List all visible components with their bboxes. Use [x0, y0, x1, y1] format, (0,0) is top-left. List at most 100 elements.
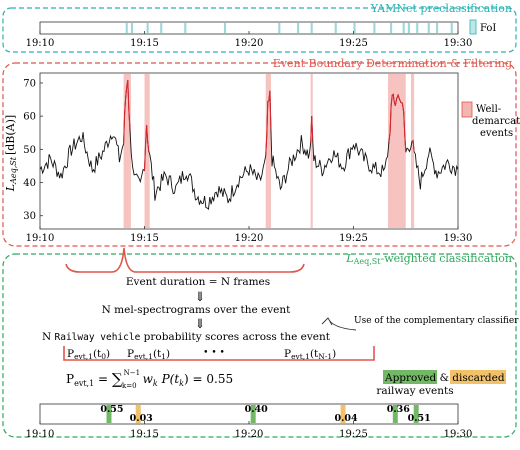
- side-note-arrow: [321, 317, 357, 331]
- classification-marks: 0.55 0.03 0.40 0.04 0.360.51: [100, 404, 430, 424]
- classification-legend-line2: railway events: [376, 385, 453, 397]
- score-pN: Pevt,1(tN-1): [284, 348, 336, 361]
- event-band-1: [144, 74, 150, 228]
- foi-mark-3: [160, 23, 163, 33]
- mid-tick-label-3: 19:25: [339, 233, 368, 244]
- level-event-segment-1: [143, 125, 150, 171]
- score-dots: • • •: [203, 348, 225, 358]
- score-bar-3: [340, 405, 346, 423]
- score-label-0: 0.55: [100, 404, 123, 415]
- foi-mark-7: [297, 23, 300, 33]
- top-tick-label-1: 19:15: [130, 38, 159, 49]
- bot-tick-label-1: 19:15: [130, 429, 159, 440]
- level-event-segment-3: [310, 115, 314, 143]
- side-note-classifier: Use of the complementary classifier: [354, 316, 519, 326]
- score-bar-0: [106, 405, 112, 423]
- event-bands: [123, 74, 415, 228]
- level-event-segment-0: [123, 80, 131, 144]
- foi-mark-13: [402, 23, 405, 33]
- arrow-1: ⇓: [195, 290, 206, 305]
- event-band-5: [410, 74, 415, 228]
- bottom-panel-title: LAeq,St-weighted classification: [345, 252, 512, 266]
- middle-panel-title: Event Boundary Determination & Filtering: [273, 57, 512, 70]
- foi-mark-14: [407, 23, 410, 33]
- level-series-event-segments: [123, 80, 415, 171]
- bot-tick-label-0: 19:10: [26, 429, 55, 440]
- mid-tick-label-4: 19:30: [444, 233, 473, 244]
- score-label-1: 0.03: [130, 413, 153, 424]
- foi-mark-12: [390, 23, 393, 33]
- foi-mark-4: [184, 23, 187, 33]
- classification-legend-line1: Approved & discarded: [384, 372, 505, 384]
- step-probability-scores: N Railway vehicle probability scores acr…: [42, 331, 331, 343]
- middle-panel-frame: [2, 62, 517, 247]
- weighted-formula: Pevt,1 = ∑N−1 k=0 wk P(tk) = 0.55: [66, 369, 233, 390]
- y-tick-label-2: 50: [23, 145, 36, 156]
- score-bar-1: [135, 405, 141, 423]
- foi-mark-1: [130, 23, 134, 33]
- top-tick-label-4: 19:30: [444, 38, 473, 49]
- foi-legend-label: FoI: [480, 23, 496, 34]
- events-legend-line1: Well-: [476, 104, 501, 115]
- foi-marks: [125, 23, 453, 33]
- bot-tick-label-2: 19:20: [235, 429, 264, 440]
- arrow-2: ⇓: [195, 317, 206, 332]
- top-panel-title: YAMNet preclassification: [370, 2, 512, 15]
- top-tick-label-0: 19:10: [26, 38, 55, 49]
- top-time-ticks: 19:10 19:15 19:20 19:25 19:30: [26, 31, 473, 49]
- top-tick-label-2: 19:20: [235, 38, 264, 49]
- bottom-time-ticks: 19:10 19:15 19:20 19:25 19:30: [26, 421, 473, 440]
- event-band-4: [387, 74, 406, 228]
- top-panel-frame: [2, 7, 517, 53]
- score-label-5: 0.51: [408, 413, 431, 424]
- foi-mark-9: [334, 23, 337, 33]
- foi-mark-5: [223, 23, 227, 33]
- mid-tick-label-1: 19:15: [130, 233, 159, 244]
- events-legend-line3: events: [480, 128, 513, 139]
- score-bar-4: [392, 405, 398, 423]
- event-band-3: [310, 74, 313, 228]
- approved-legend-highlight: [383, 370, 437, 384]
- events-legend-line2: demarcated: [472, 116, 520, 127]
- y-tick-label-0: 70: [23, 78, 36, 89]
- step-event-duration: Event duration = N frames: [126, 276, 270, 288]
- level-event-segment-2: [265, 90, 272, 156]
- level-event-segment-4: [388, 93, 407, 153]
- foi-mark-10: [353, 23, 356, 33]
- foi-mark-6: [278, 23, 281, 33]
- score-label-4: 0.36: [387, 404, 411, 415]
- score-p0: Pevt,1(t0): [67, 348, 110, 361]
- foi-mark-16: [427, 23, 430, 33]
- level-event-segment-5: [411, 139, 415, 152]
- bot-tick-label-4: 19:30: [444, 429, 473, 440]
- event-band-2: [265, 74, 271, 228]
- mid-tick-label-2: 19:20: [235, 233, 264, 244]
- foi-legend-swatch: [469, 19, 477, 35]
- foi-mark-2: [146, 23, 149, 33]
- foi-mark-11: [373, 23, 376, 33]
- step-mel-spectrograms: N mel-spectrograms over the event: [102, 304, 292, 316]
- foi-mark-0: [125, 23, 128, 33]
- top-tick-label-3: 19:25: [339, 38, 368, 49]
- bottom-panel-frame: [2, 253, 517, 438]
- foi-mark-17: [436, 23, 439, 33]
- score-label-2: 0.40: [245, 404, 269, 415]
- score-bar-5: [413, 405, 419, 423]
- y-tick-label-1: 60: [23, 112, 36, 123]
- foi-mark-15: [416, 23, 419, 33]
- y-tick-label-3: 40: [23, 178, 36, 189]
- score-bracket: [63, 346, 375, 361]
- foi-mark-18: [450, 23, 453, 33]
- level-y-axis-label: LAeq,St[dB(A)]: [4, 115, 18, 192]
- middle-time-ticks: 19:10 19:15 19:20 19:25 19:30: [26, 226, 473, 244]
- mid-tick-label-0: 19:10: [26, 233, 55, 244]
- events-legend-swatch: [461, 101, 473, 118]
- score-label-3: 0.04: [334, 413, 358, 424]
- level-y-ticks: 70 60 50 40 30: [23, 78, 43, 222]
- event-brace: [65, 247, 305, 273]
- score-bar-2: [250, 405, 256, 423]
- y-tick-label-4: 30: [23, 211, 36, 222]
- discarded-legend-highlight: [450, 370, 506, 384]
- bot-tick-label-3: 19:25: [339, 429, 368, 440]
